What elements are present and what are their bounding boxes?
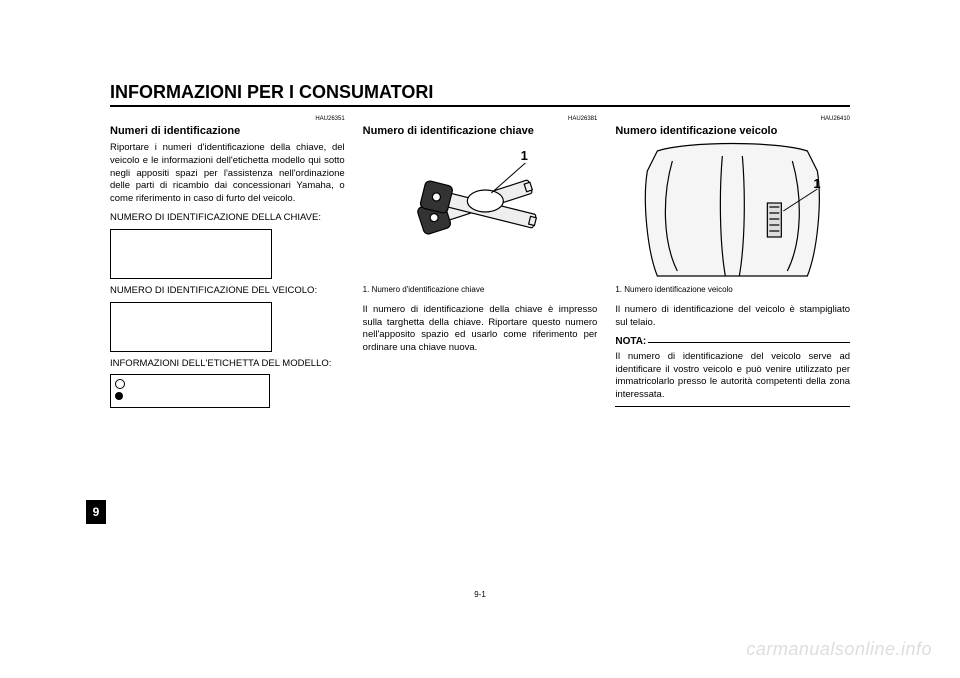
hau-code-1: HAU26351: [110, 115, 345, 123]
label-model-info: INFORMAZIONI DELL'ETICHETTA DEL MODELLO:: [110, 358, 345, 371]
hau-code-2: HAU26381: [363, 115, 598, 123]
pointer-1-key: 1: [521, 147, 528, 165]
section-title-3: Numero identificazione veicolo: [615, 124, 850, 139]
pointer-1-vehicle: 1: [813, 175, 820, 193]
body-text-3a: Il numero di identificazione del veicolo…: [615, 304, 850, 330]
body-text-1: Riportare i numeri d'identificazione del…: [110, 142, 345, 206]
watermark: carmanualsonline.info: [746, 639, 932, 660]
vehicle-id-box: [110, 302, 272, 352]
nota-body: Il numero di identificazione del veicolo…: [615, 351, 850, 402]
nota-line: NOTA:: [615, 335, 850, 349]
dot-open-icon: [115, 379, 125, 389]
chapter-tab: 9: [86, 500, 106, 524]
manual-page: INFORMAZIONI PER I CONSUMATORI HAU26351 …: [110, 82, 850, 602]
page-number: 9-1: [0, 590, 960, 599]
nota-rule: [648, 342, 850, 343]
key-id-box: [110, 229, 272, 279]
body-text-2: Il numero di identificazione della chiav…: [363, 304, 598, 355]
page-title: INFORMAZIONI PER I CONSUMATORI: [110, 82, 850, 103]
column-2: HAU26381 Numero di identificazione chiav…: [363, 115, 598, 408]
vehicle-illustration: [615, 141, 850, 281]
column-1: HAU26351 Numeri di identificazione Ripor…: [110, 115, 345, 408]
header-rule: [110, 105, 850, 107]
hau-code-3: HAU26410: [615, 115, 850, 123]
key-caption: 1. Numero d'identificazione chiave: [363, 285, 598, 296]
column-3: HAU26410 Numero identificazione veicolo: [615, 115, 850, 408]
dot-filled-icon: [115, 392, 123, 400]
model-info-box: [110, 374, 270, 408]
vehicle-caption: 1. Numero identificazione veicolo: [615, 285, 850, 296]
label-vehicle-id: NUMERO DI IDENTIFICAZIONE DEL VEICOLO:: [110, 285, 345, 298]
section-title-1: Numeri di identificazione: [110, 124, 345, 139]
section-title-2: Numero di identificazione chiave: [363, 124, 598, 139]
nota-label: NOTA:: [615, 335, 646, 349]
end-rule: [615, 406, 850, 407]
vehicle-figure: 1: [615, 141, 850, 281]
key-figure: 1: [363, 141, 598, 281]
key-illustration: [363, 141, 598, 281]
label-key-id: NUMERO DI IDENTIFICAZIONE DELLA CHIAVE:: [110, 212, 345, 225]
columns: HAU26351 Numeri di identificazione Ripor…: [110, 115, 850, 408]
